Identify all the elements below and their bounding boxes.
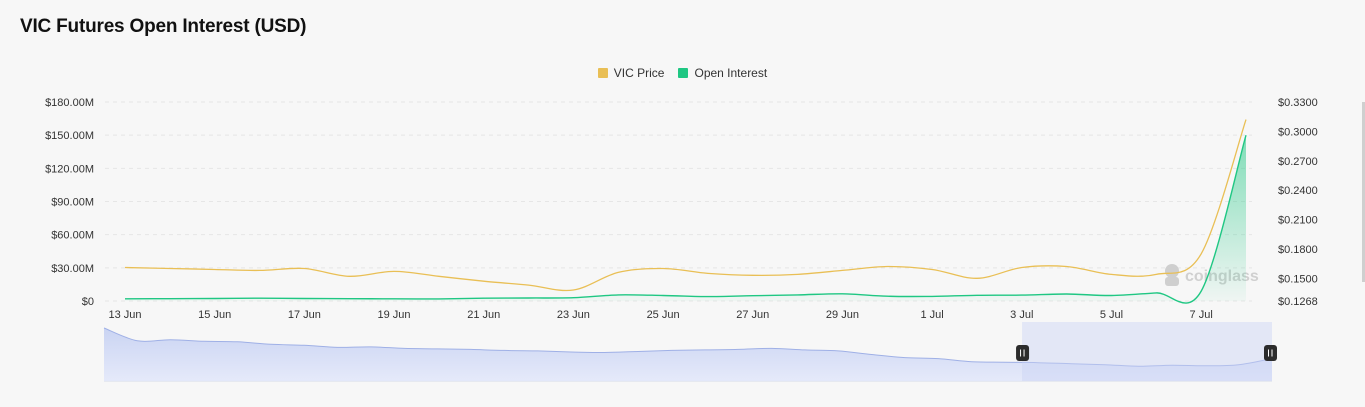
range-navigator[interactable] — [103, 322, 1277, 382]
x-tick-label: 7 Jul — [1190, 309, 1213, 321]
y-left-tick-label: $90.00M — [51, 197, 94, 209]
page-title: VIC Futures Open Interest (USD) — [20, 16, 307, 37]
x-tick-label: 29 Jun — [826, 309, 859, 321]
x-tick-label: 13 Jun — [108, 309, 141, 321]
y-right-tick-label: $0.3000 — [1278, 126, 1318, 138]
y-right-tick-label: $0.1500 — [1278, 273, 1318, 285]
x-tick-label: 21 Jun — [467, 309, 500, 321]
legend-swatch-open-interest — [678, 68, 689, 78]
navigator-line — [103, 327, 1273, 367]
coinglass-logo-icon — [1165, 264, 1179, 278]
x-tick-label: 27 Jun — [736, 309, 769, 321]
series-layer — [124, 119, 1247, 304]
x-tick-label: 23 Jun — [557, 309, 590, 321]
navigator-selection — [1022, 322, 1272, 381]
y-left-tick-label: $180.00M — [45, 97, 94, 109]
x-tick-label: 5 Jul — [1100, 309, 1123, 321]
y-right-tick-label: $0.2700 — [1278, 156, 1318, 168]
open-interest-area — [125, 135, 1246, 304]
navigator-handle-left[interactable] — [1016, 345, 1030, 361]
x-tick-label: 17 Jun — [288, 309, 321, 321]
navigator-handle-right[interactable] — [1264, 345, 1277, 361]
y-left-tick-label: $150.00M — [45, 130, 94, 142]
coinglass-logo-icon-base — [1165, 277, 1179, 286]
grid-layer — [105, 101, 1252, 302]
x-tick-label: 3 Jul — [1010, 309, 1033, 321]
y-right-tick-label: $0.1268 — [1278, 296, 1318, 308]
y-axis-right: $0.3300 $0.3000 $0.2700 $0.2400 $0.2100 $0.18… — [1278, 97, 1318, 308]
legend-label-open-interest: Open Interest — [694, 66, 768, 80]
x-tick-label: 25 Jun — [647, 309, 680, 321]
y-left-tick-label: $0 — [82, 296, 94, 308]
legend-item-price[interactable]: VIC Price — [597, 66, 665, 80]
drag-handle-icon — [1016, 345, 1030, 361]
y-left-tick-label: $60.00M — [51, 230, 94, 242]
scrollbar[interactable] — [1362, 102, 1365, 282]
legend-label-price: VIC Price — [613, 66, 665, 80]
y-right-tick-label: $0.2400 — [1278, 185, 1318, 197]
y-left-tick-label: $120.00M — [45, 163, 94, 175]
x-tick-label: 1 Jul — [920, 309, 943, 321]
x-tick-label: 19 Jun — [378, 309, 411, 321]
y-right-tick-label: $0.3300 — [1278, 97, 1318, 109]
legend-swatch-price — [597, 68, 608, 78]
navigator-area — [104, 328, 1272, 381]
chart-legend: VIC Price Open Interest — [0, 66, 1365, 80]
y-right-tick-label: $0.1800 — [1278, 244, 1318, 256]
legend-item-open-interest[interactable]: Open Interest — [678, 66, 767, 80]
y-axis-left: $180.00M $150.00M $120.00M $90.00M $60.00M $3… — [45, 97, 94, 308]
x-tick-label: 15 Jun — [198, 309, 231, 321]
vic-price-line — [124, 119, 1247, 292]
y-left-tick-label: $30.00M — [51, 263, 94, 275]
x-axis: 13 Jun 15 Jun 17 Jun 19 Jun 21 Jun 23 Jun 25 J… — [108, 309, 1212, 321]
drag-handle-icon — [1264, 345, 1277, 361]
open-interest-line — [124, 135, 1247, 304]
y-right-tick-label: $0.2100 — [1278, 215, 1318, 227]
